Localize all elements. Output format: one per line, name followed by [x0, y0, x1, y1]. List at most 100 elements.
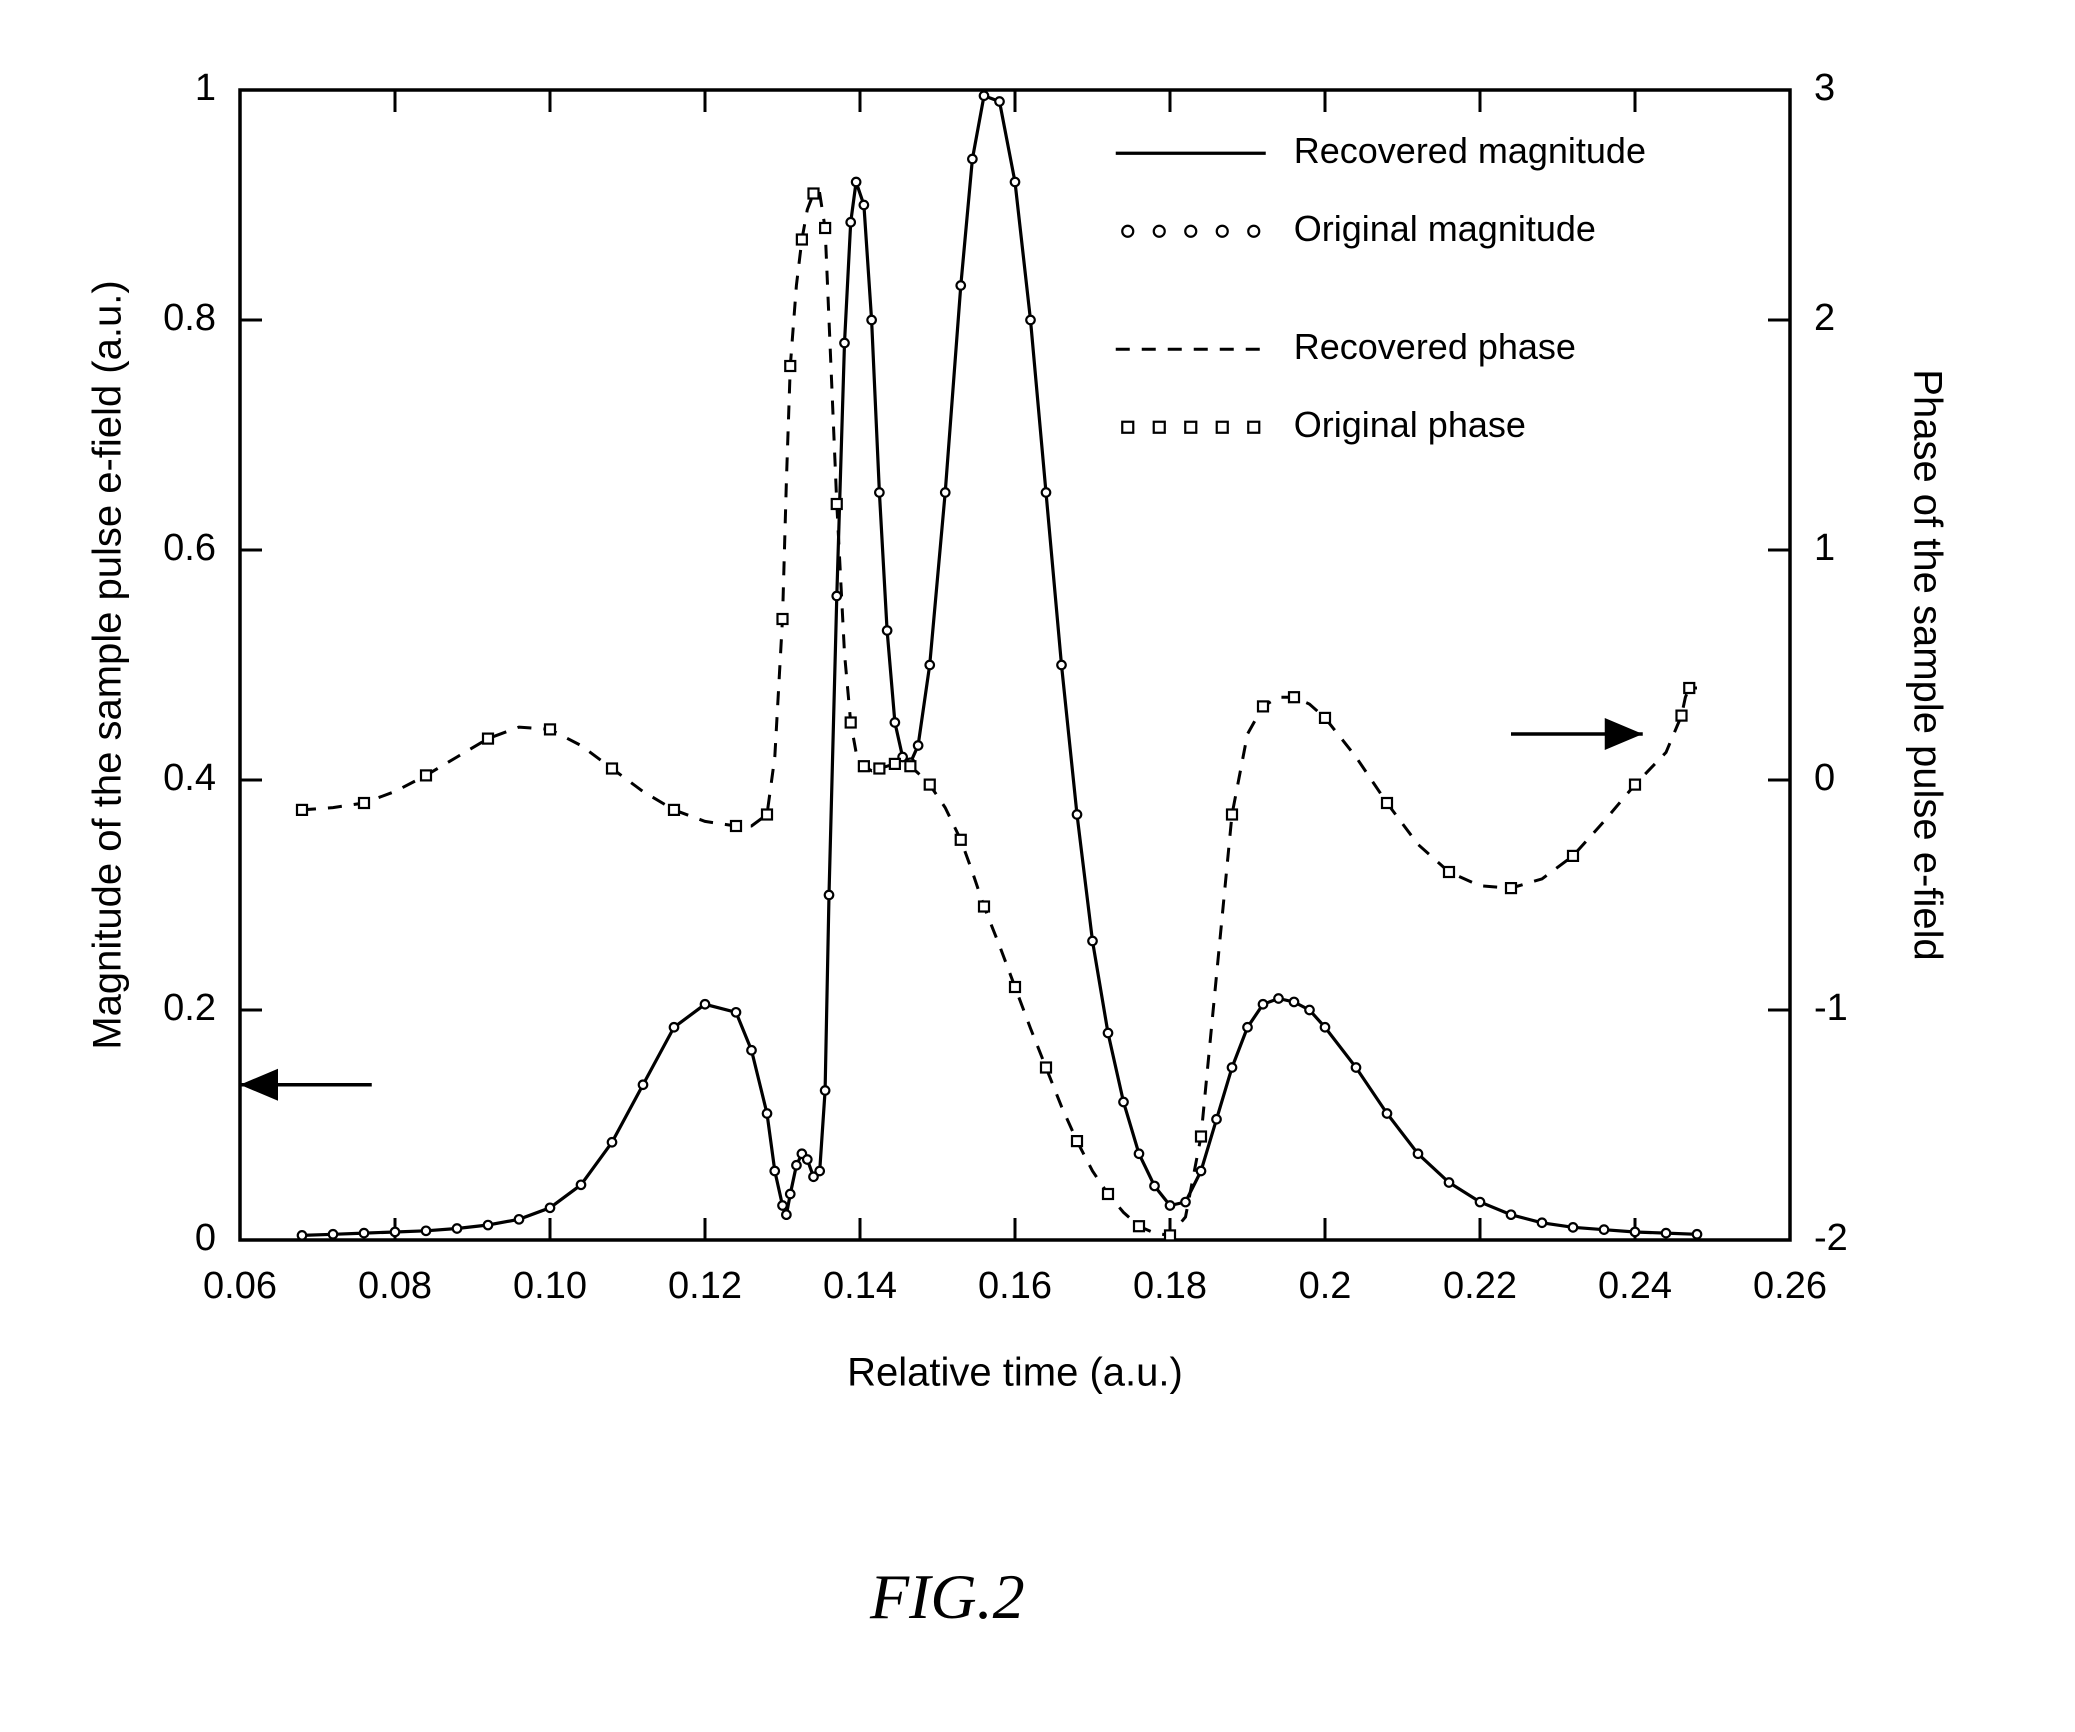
magnitude-marker — [546, 1204, 555, 1213]
magnitude-marker — [846, 218, 855, 227]
phase-marker — [731, 821, 741, 831]
magnitude-marker — [732, 1008, 741, 1017]
magnitude-marker — [995, 97, 1004, 106]
phase-marker — [1289, 692, 1299, 702]
phase-marker — [809, 189, 819, 199]
magnitude-marker — [329, 1230, 338, 1239]
legend-label: Recovered phase — [1294, 326, 1576, 367]
magnitude-marker — [670, 1023, 679, 1032]
phase-marker — [905, 761, 915, 771]
svg-text:0.6: 0.6 — [163, 527, 216, 569]
phase-marker — [1320, 713, 1330, 723]
magnitude-marker — [577, 1181, 586, 1190]
svg-text:0.22: 0.22 — [1443, 1265, 1517, 1307]
phase-marker — [1072, 1136, 1082, 1146]
svg-text:Magnitude of the sample pulse: Magnitude of the sample pulse e-field (a… — [86, 280, 130, 1049]
svg-text:0.8: 0.8 — [163, 297, 216, 339]
magnitude-marker — [1538, 1219, 1547, 1228]
svg-text:0: 0 — [1814, 757, 1835, 799]
figure-caption: FIG.2 — [870, 1560, 1025, 1634]
magnitude-marker — [980, 92, 989, 101]
phase-marker — [421, 770, 431, 780]
svg-text:0.06: 0.06 — [203, 1265, 277, 1307]
svg-text:0.10: 0.10 — [513, 1265, 587, 1307]
phase-marker — [778, 614, 788, 624]
svg-text:Relative time (a.u.): Relative time (a.u.) — [847, 1351, 1183, 1395]
magnitude-marker — [1212, 1115, 1221, 1124]
svg-text:0.12: 0.12 — [668, 1265, 742, 1307]
magnitude-marker — [1305, 1006, 1314, 1015]
phase-marker — [1134, 1221, 1144, 1231]
magnitude-marker — [1166, 1201, 1175, 1210]
magnitude-marker — [422, 1227, 431, 1236]
magnitude-marker — [867, 316, 876, 325]
phase-marker — [1041, 1063, 1051, 1073]
phase-marker — [1010, 982, 1020, 992]
magnitude-marker — [747, 1046, 756, 1055]
svg-text:-1: -1 — [1814, 987, 1848, 1029]
magnitude-marker — [782, 1210, 791, 1219]
phase-marker — [956, 835, 966, 845]
magnitude-marker — [1181, 1198, 1190, 1207]
phase-marker — [785, 361, 795, 371]
legend-label: Recovered magnitude — [1294, 130, 1646, 171]
magnitude-marker — [833, 592, 842, 601]
magnitude-marker — [875, 488, 884, 497]
phase-marker — [890, 759, 900, 769]
magnitude-marker — [860, 201, 869, 210]
phase-marker — [820, 223, 830, 233]
phase-marker — [1630, 780, 1640, 790]
legend-swatch — [1122, 422, 1133, 433]
magnitude-marker — [453, 1224, 462, 1233]
svg-text:0.2: 0.2 — [163, 987, 216, 1029]
svg-text:0.26: 0.26 — [1753, 1265, 1827, 1307]
phase-marker — [1103, 1189, 1113, 1199]
magnitude-marker — [1631, 1228, 1640, 1237]
phase-marker — [607, 764, 617, 774]
magnitude-marker — [515, 1215, 524, 1224]
legend-swatch — [1185, 226, 1196, 237]
svg-text:-2: -2 — [1814, 1217, 1848, 1259]
magnitude-marker — [1569, 1223, 1578, 1232]
magnitude-marker — [891, 718, 900, 727]
phase-marker — [979, 902, 989, 912]
svg-text:0.2: 0.2 — [1299, 1265, 1352, 1307]
magnitude-marker — [821, 1086, 830, 1095]
phase-marker — [297, 805, 307, 815]
svg-text:0: 0 — [195, 1217, 216, 1259]
legend-swatch — [1248, 226, 1259, 237]
svg-text:0.4: 0.4 — [163, 757, 216, 799]
magnitude-marker — [883, 626, 892, 635]
magnitude-marker — [957, 281, 966, 290]
magnitude-marker — [763, 1109, 772, 1118]
magnitude-marker — [1057, 661, 1066, 670]
magnitude-marker — [391, 1228, 400, 1237]
magnitude-marker — [1662, 1229, 1671, 1238]
legend-swatch — [1185, 422, 1196, 433]
legend-swatch — [1122, 226, 1133, 237]
magnitude-marker — [1274, 994, 1283, 1003]
svg-text:0.08: 0.08 — [358, 1265, 432, 1307]
magnitude-marker — [941, 488, 950, 497]
magnitude-marker — [803, 1155, 812, 1164]
magnitude-marker — [1228, 1063, 1237, 1072]
phase-marker — [925, 780, 935, 790]
magnitude-marker — [815, 1167, 824, 1176]
phase-marker — [483, 734, 493, 744]
svg-text:0.16: 0.16 — [978, 1265, 1052, 1307]
phase-marker — [1444, 867, 1454, 877]
phase-marker — [359, 798, 369, 808]
phase-marker — [832, 499, 842, 509]
magnitude-marker — [840, 339, 849, 348]
magnitude-marker — [360, 1229, 369, 1238]
magnitude-marker — [825, 891, 834, 900]
magnitude-marker — [1104, 1029, 1113, 1038]
phase-marker — [1165, 1230, 1175, 1240]
svg-text:1: 1 — [1814, 527, 1835, 569]
magnitude-marker — [1073, 810, 1082, 819]
magnitude-marker — [926, 661, 935, 670]
magnitude-marker — [771, 1167, 780, 1176]
phase-marker — [1677, 711, 1687, 721]
magnitude-marker — [968, 155, 977, 164]
phase-marker — [545, 724, 555, 734]
